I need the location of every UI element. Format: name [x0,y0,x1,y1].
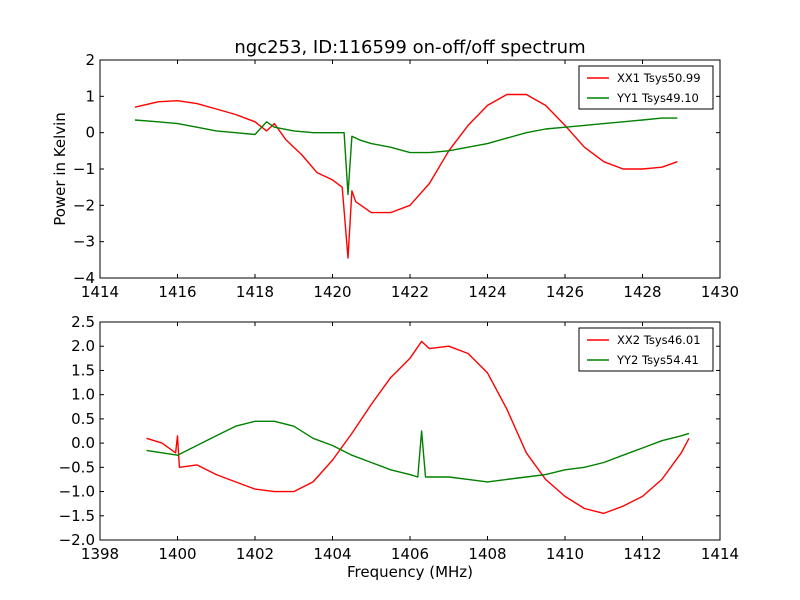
y-tick-label: −1 [73,160,95,178]
y-tick-label: −1.5 [59,507,95,525]
x-axis-label: Frequency (MHz) [347,563,473,581]
y-tick-label: 0 [85,124,95,142]
top-y-axis-label: Power in Kelvin [51,112,69,226]
x-tick-label: 1428 [623,283,661,301]
x-tick-label: 1424 [468,283,506,301]
y-tick-label: 1.0 [71,386,95,404]
y-tick-label: −1.0 [59,483,95,501]
x-tick-label: 1400 [158,545,196,563]
x-tick-label: 1398 [81,545,119,563]
x-tick-label: 1412 [623,545,661,563]
y-tick-label: −0.5 [59,458,95,476]
x-tick-label: 1410 [546,545,584,563]
legend-box [578,65,714,110]
x-tick-label: 1418 [236,283,274,301]
y-tick-label: 0.5 [71,410,95,428]
x-tick-label: 1430 [701,283,739,301]
chart-title: ngc253, ID:116599 on-off/off spectrum [234,37,585,58]
x-tick-label: 1402 [236,545,274,563]
y-tick-label: 0.0 [71,434,95,452]
legend-box [578,327,714,372]
x-tick-label: 1416 [158,283,196,301]
series-line-0-1 [134,117,678,196]
y-tick-label: 1.5 [71,361,95,379]
legend-label: YY2 Tsys54.41 [616,353,699,367]
y-tick-label: 1 [85,87,95,105]
top-plot-panel: 1414 1416 1418 1420 1422 1424 1426 1428 1430 2 1 0 −… [73,51,739,301]
x-tick-label: 1414 [81,283,119,301]
legend-label: XX1 Tsys50.99 [617,71,701,85]
series-line-1-0 [146,340,690,515]
x-tick-label: 1404 [313,545,351,563]
legend-label: XX2 Tsys46.01 [617,333,701,347]
x-tick-label: 1420 [313,283,351,301]
y-tick-label: 2 [85,51,95,69]
x-tick-label: 1408 [468,545,506,563]
legend-label: YY1 Tsys49.10 [616,91,699,105]
series-line-0-0 [134,93,678,259]
x-tick-label: 1406 [391,545,429,563]
y-tick-label: −4 [73,269,95,287]
y-tick-label: 2.0 [71,337,95,355]
x-tick-label: 1414 [701,545,739,563]
legend: XX2 Tsys46.01 YY2 Tsys54.41 [578,327,714,372]
series-line-1-1 [146,420,690,483]
legend: XX1 Tsys50.99 YY1 Tsys49.10 [578,65,714,110]
y-tick-label: −2 [73,196,95,214]
bottom-plot-panel: 1398 1400 1402 1404 1406 1408 1410 1412 1414 2.5 2… [59,313,740,563]
y-tick-label: 2.5 [71,313,95,331]
x-tick-label: 1426 [546,283,584,301]
y-tick-label: −3 [73,233,95,251]
x-tick-label: 1422 [391,283,429,301]
y-tick-label: −2.0 [59,531,95,549]
